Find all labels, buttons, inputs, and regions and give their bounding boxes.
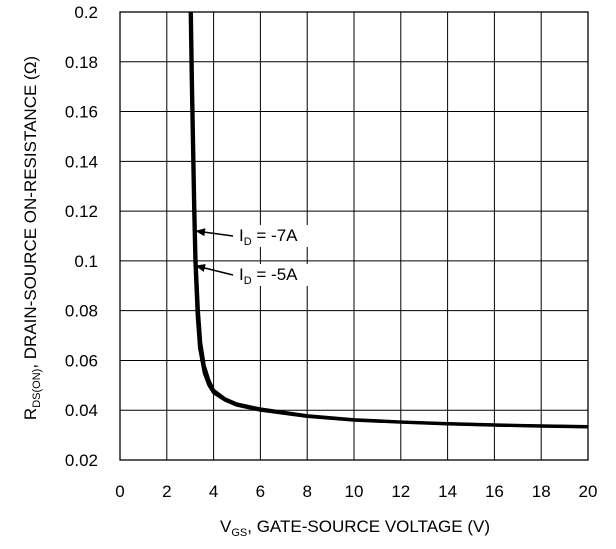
x-tick-labels: 0 2 4 6 8 10 12 14 16 18 20 (115, 482, 597, 501)
y-tick-label: 0.06 (65, 351, 98, 370)
y-tick-label: 0.04 (65, 401, 98, 420)
x-tick-label: 20 (579, 482, 598, 501)
annotation-arrow (195, 264, 234, 276)
y-tick-label: 0.18 (65, 53, 98, 72)
y-axis-title: RDS(ON), DRAIN-SOURCE ON-RESISTANCE (Ω) (21, 56, 43, 420)
y-tick-label: 0.08 (65, 302, 98, 321)
series-line (189, 12, 588, 429)
x-tick-label: 6 (256, 482, 265, 501)
x-tick-label: 14 (438, 482, 457, 501)
plot-frame (119, 11, 589, 461)
x-tick-label: 4 (209, 482, 218, 501)
y-tick-label: 0.14 (65, 152, 98, 171)
y-tick-label: 0.12 (65, 202, 98, 221)
x-tick-label: 18 (532, 482, 551, 501)
annotation-bg (237, 264, 321, 286)
x-tick-label: 10 (345, 482, 364, 501)
annotations: ID = -7A ID = -5A (195, 225, 321, 287)
y-tick-label: 0.02 (65, 451, 98, 470)
annotation-bg (237, 225, 321, 247)
x-tick-label: 16 (485, 482, 504, 501)
annotation-label: ID = -5A (239, 265, 298, 287)
y-tick-label: 0.2 (74, 3, 98, 22)
y-tick-label: 0.16 (65, 103, 98, 122)
x-tick-label: 0 (115, 482, 124, 501)
annotation-arrow (195, 228, 234, 237)
x-tick-label: 12 (391, 482, 410, 501)
annotation-label: ID = -7A (239, 226, 298, 248)
x-axis-title: VGS, GATE-SOURCE VOLTAGE (V) (220, 517, 490, 539)
y-tick-label: 0.1 (74, 252, 98, 271)
series-line (188, 12, 588, 429)
x-tick-label: 2 (162, 482, 171, 501)
series-lines (188, 12, 588, 429)
y-tick-labels: 0.02 0.04 0.06 0.08 0.1 0.12 0.14 0.16 0.18 0.2 (65, 3, 98, 470)
x-tick-label: 8 (302, 482, 311, 501)
